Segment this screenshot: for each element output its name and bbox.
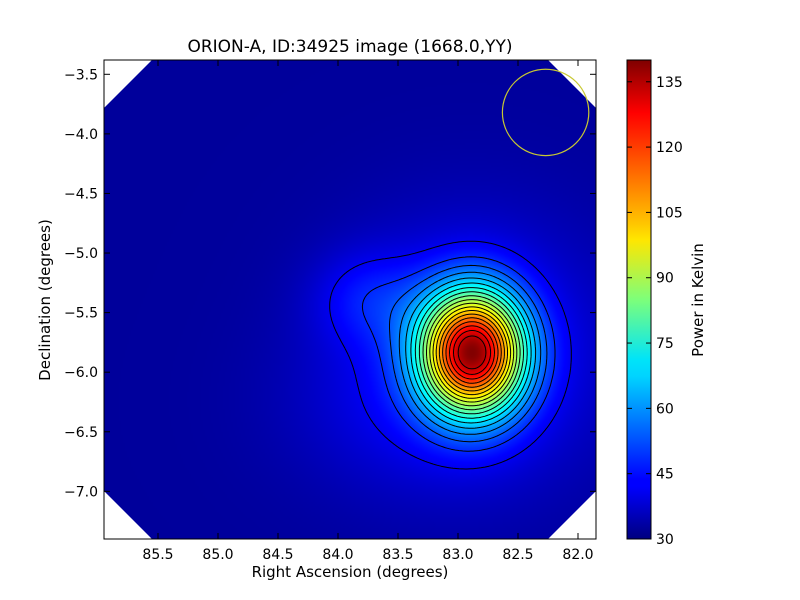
contour-line	[435, 310, 508, 396]
y-tick-label: −6.5	[64, 425, 98, 441]
contour-line	[453, 330, 492, 375]
plot-area	[104, 60, 596, 539]
colorbar-tick-label: 45	[656, 467, 674, 483]
colorbar-ticks: 30 45 60 75 90 105 120 135	[627, 75, 683, 548]
blank-corner-top-left	[104, 60, 152, 108]
contour-line	[414, 287, 528, 419]
contour-line	[410, 282, 532, 424]
y-axis-ticks: −3.5 −4.0 −4.5 −5.0 −5.5 −6.0 −6.5 −7.0	[64, 67, 596, 500]
colorbar-label: Power in Kelvin	[689, 243, 707, 357]
y-tick-label: −5.0	[64, 246, 98, 262]
x-tick-label: 82.5	[502, 547, 533, 563]
x-tick-label: 84.5	[262, 547, 293, 563]
beam-circle	[501, 68, 590, 157]
y-tick-label: −7.0	[64, 484, 98, 500]
x-tick-label: 83.5	[382, 547, 413, 563]
contour-lines	[329, 240, 572, 470]
blank-corner-bottom-left	[104, 491, 152, 539]
x-tick-label: 82.0	[562, 547, 593, 563]
contour-line	[449, 325, 495, 380]
contour-line	[418, 291, 524, 415]
blank-corner-bottom-right	[548, 491, 596, 539]
colorbar-tick-label: 135	[656, 75, 683, 91]
colorbar-tick-label: 75	[656, 336, 674, 352]
contour-line	[398, 271, 542, 435]
colorbar-tick-label: 105	[656, 205, 683, 221]
colorbar-tick-label: 60	[656, 401, 674, 417]
colorbar-tick-label: 90	[656, 271, 674, 287]
contour-line	[457, 335, 487, 370]
x-axis-label: Right Ascension (degrees)	[252, 563, 449, 581]
x-tick-label: 85.0	[202, 547, 233, 563]
contour-line	[422, 295, 521, 411]
contour-line	[442, 317, 502, 388]
colorbar-tick-label: 120	[656, 140, 683, 156]
plot-frame	[103, 59, 597, 540]
contour-line	[445, 321, 499, 384]
heatmap-image	[104, 60, 596, 539]
contour-line	[438, 313, 505, 392]
contour-line	[405, 277, 537, 429]
x-tick-label: 84.0	[322, 547, 353, 563]
colorbar-tick-label: 30	[656, 532, 674, 548]
y-tick-label: −5.5	[64, 306, 98, 322]
contour-line	[429, 302, 515, 403]
y-tick-label: −4.0	[64, 127, 98, 143]
contour-line	[389, 264, 548, 443]
x-axis-ticks: 85.5 85.0 84.5 84.0 83.5 83.0 82.5 82.0	[142, 60, 594, 563]
chart-title: ORION-A, ID:34925 image (1668.0,YY)	[187, 37, 512, 57]
x-tick-label: 85.5	[142, 547, 173, 563]
colorbar-bar	[626, 59, 652, 540]
colorbar: 30 45 60 75 90 105 120 135 Power in Kelvin	[626, 59, 707, 548]
contour-line	[361, 256, 556, 452]
y-axis-label: Declination (degrees)	[36, 219, 54, 381]
y-tick-label: −3.5	[64, 67, 98, 83]
y-tick-label: −4.5	[64, 186, 98, 202]
y-tick-label: −6.0	[64, 365, 98, 381]
x-tick-label: 83.0	[442, 547, 473, 563]
contour-line	[426, 299, 518, 407]
contour-line	[329, 240, 572, 470]
contour-line	[432, 306, 512, 399]
